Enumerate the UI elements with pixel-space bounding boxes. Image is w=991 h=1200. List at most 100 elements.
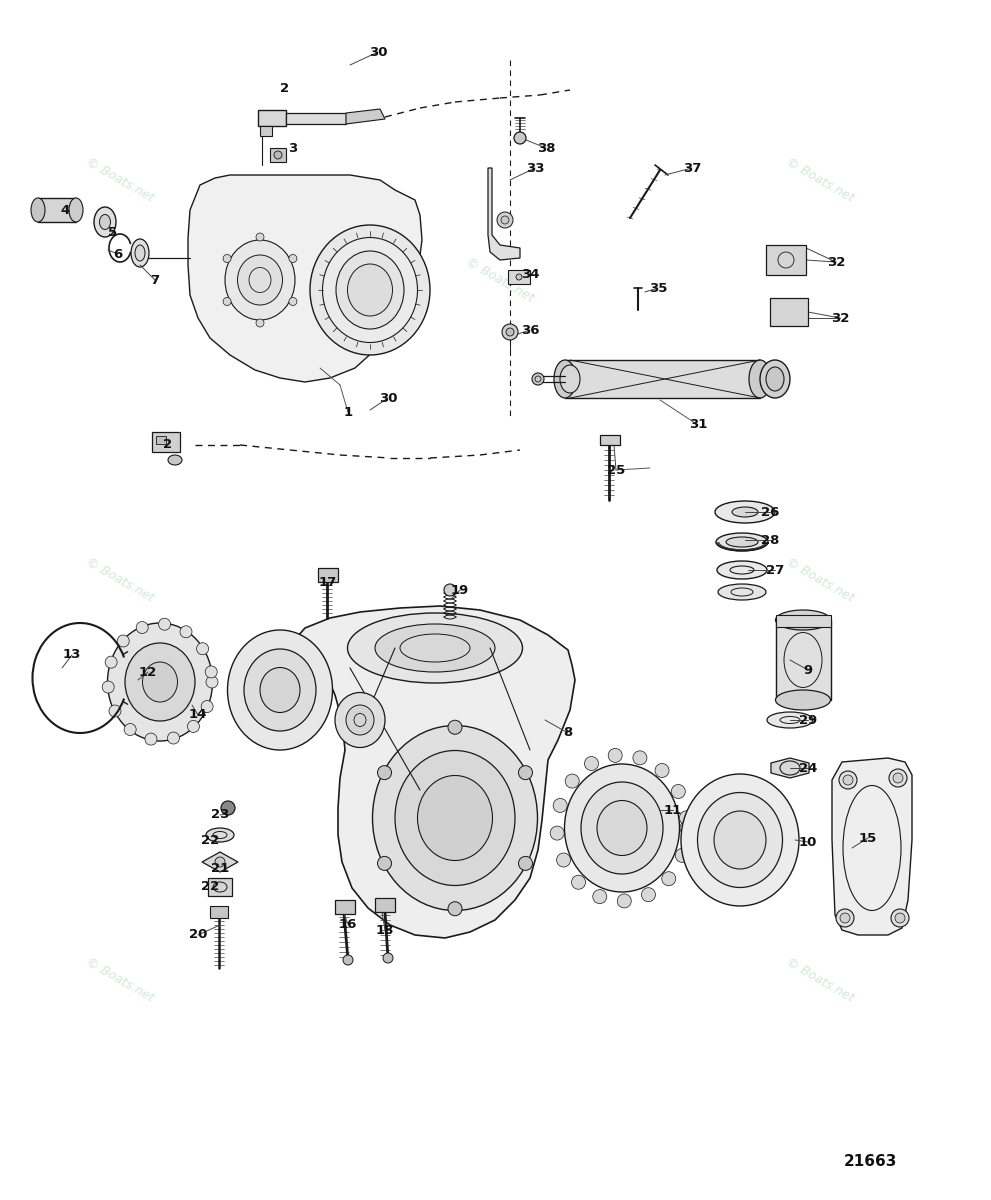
Text: 9: 9: [804, 664, 813, 677]
Text: 30: 30: [369, 46, 387, 59]
Text: 22: 22: [201, 880, 219, 893]
Circle shape: [448, 720, 462, 734]
Bar: [508, 270, 530, 284]
Ellipse shape: [715, 502, 775, 523]
Text: 6: 6: [113, 247, 123, 260]
Bar: [210, 906, 228, 918]
Circle shape: [223, 254, 231, 263]
Circle shape: [518, 766, 532, 780]
Circle shape: [383, 953, 393, 962]
Ellipse shape: [94, 206, 116, 236]
Text: 23: 23: [211, 809, 229, 822]
Circle shape: [502, 324, 518, 340]
Ellipse shape: [143, 662, 177, 702]
Text: 35: 35: [649, 282, 667, 294]
Text: 18: 18: [376, 924, 394, 936]
Circle shape: [205, 666, 217, 678]
Text: 29: 29: [799, 714, 818, 726]
Bar: [208, 878, 232, 896]
Text: 3: 3: [288, 142, 297, 155]
Circle shape: [553, 798, 567, 812]
Circle shape: [593, 889, 606, 904]
Circle shape: [497, 212, 513, 228]
Text: 31: 31: [689, 419, 708, 432]
Text: 19: 19: [451, 583, 469, 596]
Text: 34: 34: [520, 269, 539, 282]
Text: 25: 25: [606, 463, 625, 476]
Ellipse shape: [373, 726, 537, 911]
Ellipse shape: [760, 360, 790, 398]
Circle shape: [572, 875, 586, 889]
Ellipse shape: [597, 800, 647, 856]
Ellipse shape: [681, 774, 799, 906]
Circle shape: [840, 913, 850, 923]
Ellipse shape: [260, 667, 300, 713]
Ellipse shape: [225, 240, 295, 320]
Circle shape: [889, 769, 907, 787]
Bar: [600, 434, 620, 445]
Text: © Boats.net: © Boats.net: [83, 556, 157, 605]
Ellipse shape: [348, 613, 522, 683]
Ellipse shape: [238, 254, 282, 305]
Circle shape: [893, 773, 903, 782]
Ellipse shape: [69, 198, 83, 222]
Ellipse shape: [749, 360, 771, 398]
Bar: [770, 298, 808, 326]
Text: 32: 32: [826, 256, 845, 269]
Circle shape: [516, 274, 522, 280]
Polygon shape: [771, 758, 809, 778]
Bar: [776, 614, 831, 626]
Ellipse shape: [717, 560, 767, 578]
Circle shape: [159, 618, 170, 630]
Text: © Boats.net: © Boats.net: [784, 155, 856, 205]
Circle shape: [633, 751, 647, 764]
Circle shape: [506, 328, 514, 336]
Circle shape: [641, 888, 655, 901]
Text: 38: 38: [537, 142, 555, 155]
Circle shape: [196, 643, 208, 655]
Text: 2: 2: [164, 438, 172, 451]
Ellipse shape: [336, 251, 404, 329]
Ellipse shape: [532, 373, 544, 385]
Ellipse shape: [417, 775, 493, 860]
Ellipse shape: [766, 367, 784, 391]
Circle shape: [843, 775, 853, 785]
Text: 14: 14: [189, 708, 207, 721]
Circle shape: [289, 254, 297, 263]
Ellipse shape: [565, 764, 680, 892]
Ellipse shape: [726, 538, 758, 547]
Circle shape: [891, 910, 909, 926]
Circle shape: [444, 584, 456, 596]
Circle shape: [206, 676, 218, 688]
Bar: [258, 110, 286, 126]
Text: 15: 15: [859, 832, 877, 845]
Ellipse shape: [107, 623, 212, 740]
Ellipse shape: [698, 792, 783, 888]
Bar: [335, 900, 355, 914]
Ellipse shape: [395, 750, 515, 886]
Text: 21663: 21663: [843, 1154, 897, 1170]
Circle shape: [256, 319, 264, 326]
Bar: [286, 113, 346, 124]
Circle shape: [145, 733, 157, 745]
Polygon shape: [202, 852, 238, 872]
Circle shape: [680, 811, 694, 824]
Text: 37: 37: [683, 162, 702, 174]
Circle shape: [617, 894, 631, 908]
Circle shape: [117, 635, 129, 647]
Text: 2: 2: [280, 82, 289, 95]
Text: 7: 7: [151, 274, 160, 287]
Bar: [318, 568, 338, 582]
Text: 21: 21: [211, 862, 229, 875]
Ellipse shape: [554, 360, 576, 398]
Circle shape: [256, 233, 264, 241]
Circle shape: [514, 132, 526, 144]
Text: 10: 10: [799, 835, 818, 848]
Ellipse shape: [714, 811, 766, 869]
Circle shape: [671, 785, 686, 798]
Circle shape: [839, 770, 857, 790]
Polygon shape: [346, 109, 385, 124]
Ellipse shape: [581, 782, 663, 874]
Circle shape: [608, 749, 622, 762]
Circle shape: [585, 756, 599, 770]
